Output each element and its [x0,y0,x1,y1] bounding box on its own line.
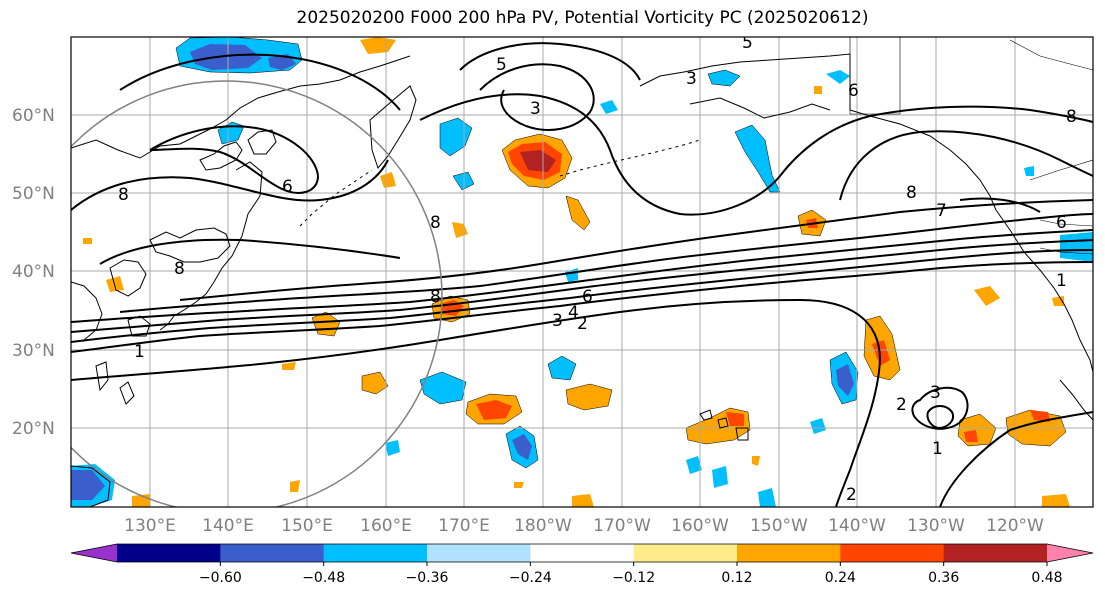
contour-label: 2 [577,314,588,334]
colorbar-segment [943,544,1048,562]
colorbar-segment [530,544,635,562]
lon-label: 160°W [671,516,729,536]
longitude-labels: 130°E 140°E 150°E 160°E 170°E 180°W 170°… [124,516,1044,536]
colorbar-segment [840,544,945,562]
lon-label: 160°E [360,516,412,536]
contour-label: 8 [430,287,441,307]
lon-label: 130°W [907,516,965,536]
colorbar-tick-label: −0.12 [612,570,655,586]
lat-label-60n: 60°N [12,106,55,126]
contour-label: 1 [932,439,943,459]
contour-label: 8 [430,213,441,233]
colorbar-segment [737,544,841,562]
colorbar-outline [70,543,1094,563]
contour-label: 5 [496,55,507,75]
colorbar-tick-label: 0.12 [721,570,752,586]
contour-label: 5 [742,33,753,53]
colorbar-segment [220,544,325,562]
chart-title: 2025020200 F000 200 hPa PV, Potential Vo… [296,8,869,28]
contour-label: 7 [936,201,947,221]
colorbar-extension-high [1047,544,1093,562]
lon-label: 120°W [986,516,1044,536]
lon-label: 150°E [281,516,333,536]
lat-label-40n: 40°N [12,262,55,282]
contour-label: 6 [848,81,859,101]
colorbar-segment [117,544,221,562]
contour-label: 1 [134,342,145,362]
contour-label: 2 [846,485,857,505]
colorbar-segment [323,544,428,562]
contour-label: 2 [896,395,907,415]
colorbar-tick-label: −0.24 [509,570,552,586]
colorbar-tick-label: 0.48 [1031,570,1062,586]
lon-label: 150°W [750,516,808,536]
lon-label: 140°W [828,516,886,536]
colorbar-tick-labels: −0.60 −0.48 −0.36 −0.24 −0.12 0.12 0.24 0.36 0.4… [199,562,1063,586]
contour-label: 8 [906,183,917,203]
lon-label: 180°W [514,516,572,536]
lat-label-30n: 30°N [12,341,55,361]
lat-label-20n: 20°N [12,419,55,439]
map-content: 1 2 3 4 5 6 7 8 8 8 6 3 3 5 6 1 3 2 1 2 … [71,33,1093,507]
map-frame [70,36,1094,508]
contour-label: 4 [568,303,579,323]
contour-label: 3 [552,311,563,331]
contour-label: 6 [282,177,293,197]
colorbar-tick-label: −0.36 [406,570,449,586]
contour-label: 8 [118,185,129,205]
contour-label: 6 [1056,213,1067,233]
contour-label: 3 [686,69,697,89]
colorbar-segment [633,544,738,562]
latitude-labels: 60°N 50°N 40°N 30°N 20°N [12,106,55,439]
colorbar-segment [427,544,531,562]
contour-label: 6 [582,287,593,307]
lon-label: 130°E [124,516,176,536]
contour-label: 8 [174,259,185,279]
lon-label: 170°W [593,516,651,536]
lon-label: 140°E [202,516,254,536]
contour-label: 3 [530,99,541,119]
pv-contours [71,42,1093,507]
colorbar-tick-label: −0.48 [302,570,345,586]
colorbar-tick-label: −0.60 [199,570,242,586]
contour-label: 8 [1066,107,1077,127]
lon-label: 170°E [438,516,490,536]
contour-label: 1 [1056,271,1067,291]
contour-labels: 1 2 3 4 5 6 7 8 8 8 6 3 3 5 6 1 3 2 1 2 … [118,33,1077,505]
colorbar-tick-label: 0.24 [825,570,856,586]
lat-label-50n: 50°N [12,184,55,204]
colorbar-tick-label: 0.36 [928,570,959,586]
colorbar-extension-low [71,544,117,562]
highlight-circle [71,80,443,507]
contour-label: 3 [930,383,941,403]
colorbar [70,543,1094,563]
